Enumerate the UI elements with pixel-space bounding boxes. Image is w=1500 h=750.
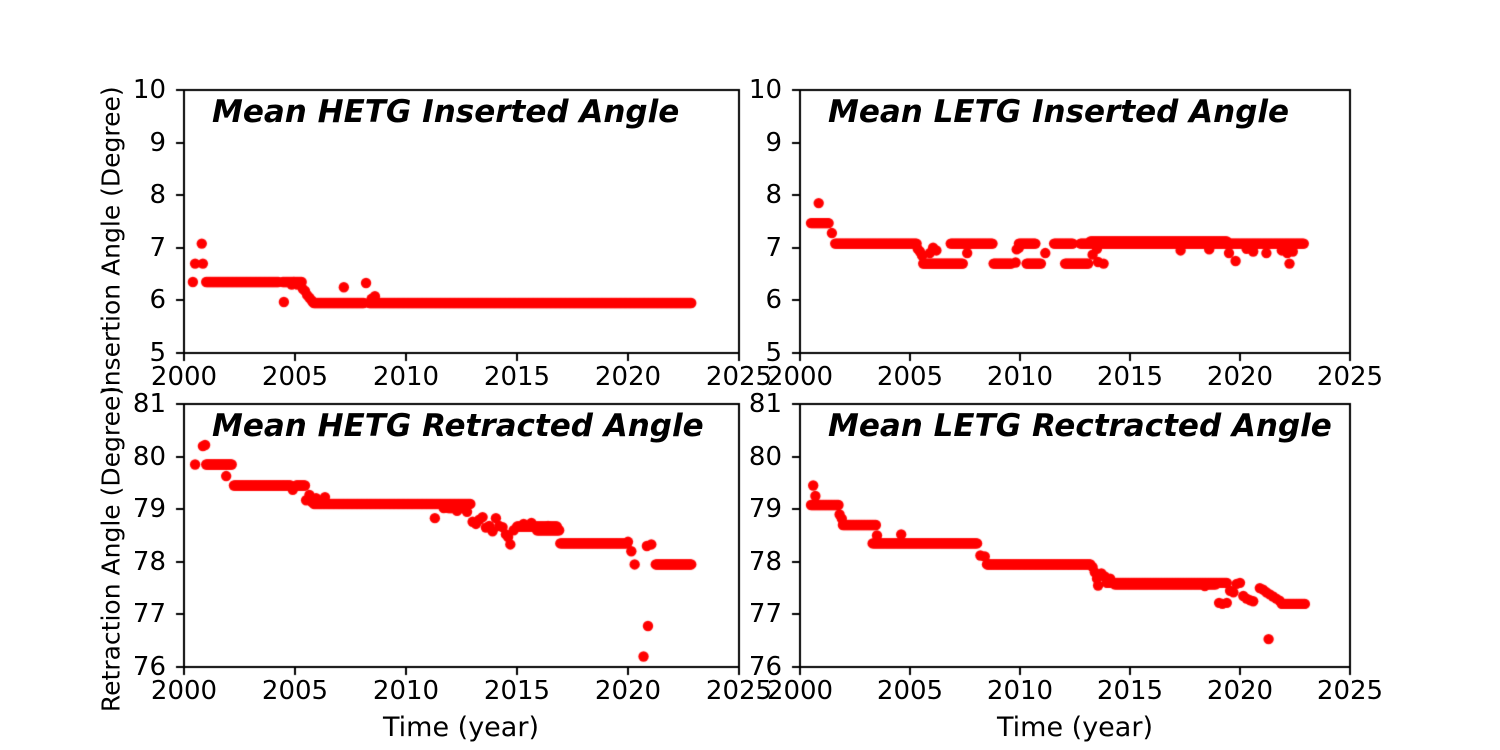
y-tick-label: 79 (748, 494, 782, 524)
x-axis-label-left: Time (year) (383, 712, 539, 743)
y-tick-label: 5 (149, 338, 166, 368)
x-tick-label: 2015 (1096, 362, 1164, 392)
x-tick-label: 2020 (1206, 362, 1274, 392)
x-tick-label: 2015 (1096, 676, 1164, 706)
plot-title-letg-inserted: Mean LETG Inserted Angle (828, 94, 1290, 130)
y-tick-label: 8 (765, 180, 782, 210)
x-tick-label: 2005 (876, 676, 944, 706)
y-tick-label: 79 (132, 494, 166, 524)
y-tick-label: 78 (132, 547, 166, 577)
y-tick-label: 77 (132, 599, 166, 629)
y-tick-label: 6 (149, 285, 166, 315)
plot-title-letg-retracted: Mean LETG Rectracted Angle (828, 408, 1332, 444)
x-tick-label: 2005 (261, 362, 329, 392)
x-tick-label: 2025 (705, 676, 773, 706)
x-tick-label: 2000 (150, 676, 218, 706)
y-tick-label: 7 (149, 233, 166, 263)
y-tick-label: 81 (748, 389, 782, 419)
x-tick-label: 2000 (766, 676, 834, 706)
x-tick-label: 2025 (1316, 362, 1384, 392)
y-tick-label: 76 (748, 652, 782, 682)
y-tick-label: 78 (748, 547, 782, 577)
y-tick-label: 7 (765, 233, 782, 263)
y-tick-label: 10 (748, 75, 782, 105)
y-axis-label-insertion: Insertion Angle (Degree) (96, 86, 126, 394)
y-tick-label: 6 (765, 285, 782, 315)
y-axis-label-retraction: Retraction Angle (Degree) (96, 385, 126, 713)
y-tick-label: 10 (132, 75, 166, 105)
y-tick-label: 77 (748, 599, 782, 629)
x-tick-label: 2005 (876, 362, 944, 392)
x-tick-label: 2020 (594, 676, 662, 706)
x-tick-label: 2000 (150, 362, 218, 392)
x-tick-label: 2020 (594, 362, 662, 392)
x-tick-label: 2005 (261, 676, 329, 706)
x-tick-label: 2010 (986, 676, 1054, 706)
plot-title-hetg-retracted: Mean HETG Retracted Angle (212, 408, 704, 444)
y-tick-label: 9 (765, 128, 782, 158)
x-tick-label: 2025 (1316, 676, 1384, 706)
y-tick-label: 8 (149, 180, 166, 210)
x-tick-label: 2025 (705, 362, 773, 392)
y-tick-label: 5 (765, 338, 782, 368)
x-tick-label: 2010 (986, 362, 1054, 392)
y-tick-label: 81 (132, 389, 166, 419)
y-tick-label: 80 (132, 442, 166, 472)
x-axis-label-right: Time (year) (997, 712, 1153, 743)
x-tick-label: 2015 (483, 676, 551, 706)
x-tick-label: 2000 (766, 362, 834, 392)
x-tick-label: 2020 (1206, 676, 1274, 706)
x-tick-label: 2010 (372, 676, 440, 706)
y-tick-label: 9 (149, 128, 166, 158)
x-tick-label: 2010 (372, 362, 440, 392)
y-tick-label: 76 (132, 652, 166, 682)
x-tick-label: 2015 (483, 362, 551, 392)
plot-title-hetg-inserted: Mean HETG Inserted Angle (212, 94, 680, 130)
y-tick-label: 80 (748, 442, 782, 472)
